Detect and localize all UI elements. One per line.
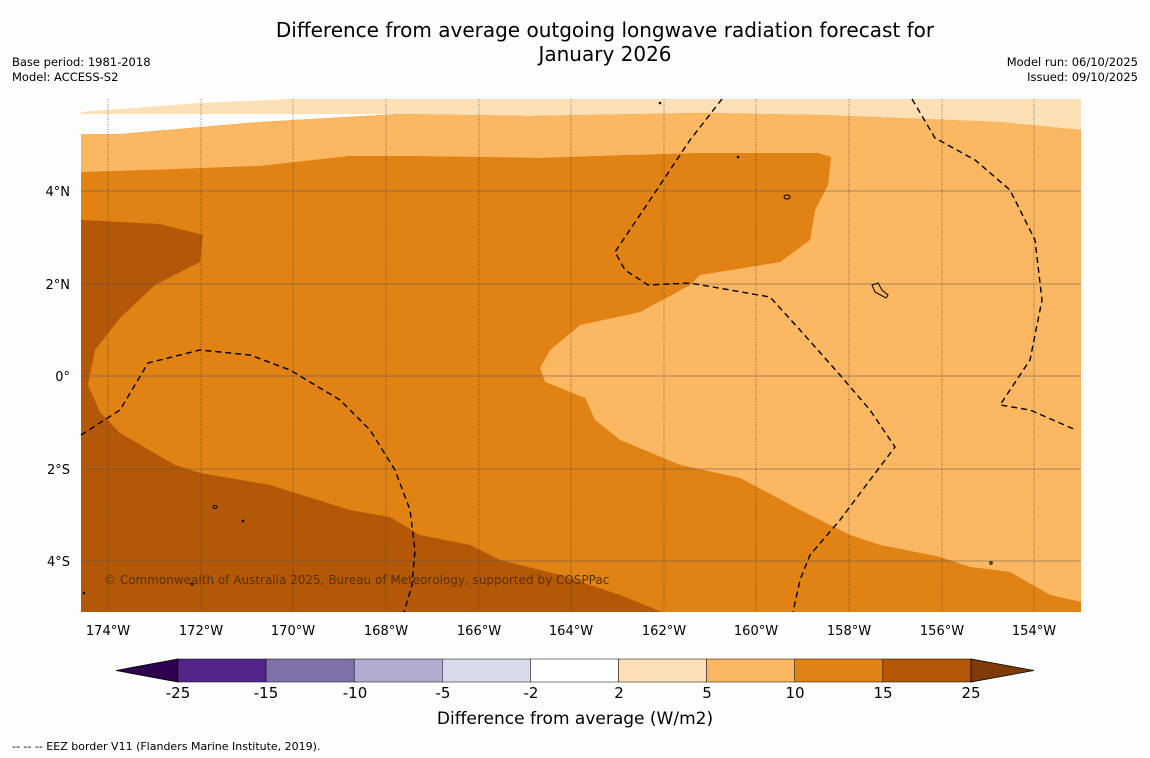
colorbar-swatch — [882, 658, 972, 683]
lat-label: 4°N — [46, 185, 71, 200]
lon-label: 166°W — [457, 624, 501, 639]
lon-label: 160°W — [734, 624, 778, 639]
colorbar-swatch — [794, 658, 884, 683]
colorbar-swatch — [530, 658, 619, 683]
band-10-15-top — [81, 153, 1081, 612]
map-title: Difference from average outgoing longwav… — [0, 18, 1150, 66]
lon-label: 162°W — [642, 624, 686, 639]
colorbar-arrow-min — [115, 658, 179, 683]
lon-labels: 174°W 172°W 170°W 168°W 166°W 164°W 162°… — [86, 624, 1056, 639]
lon-label: 158°W — [827, 624, 871, 639]
meta-left: Base period: 1981-2018 Model: ACCESS-S2 — [12, 55, 151, 85]
colorbar-label: -5 — [435, 684, 451, 702]
lat-label: 0° — [55, 370, 70, 385]
lon-label: 172°W — [179, 624, 223, 639]
colorbar-swatch — [706, 658, 795, 683]
lon-gridlines — [107, 99, 1035, 612]
lon-label: 164°W — [549, 624, 593, 639]
copyright-text: © Commonwealth of Australia 2025, Bureau… — [104, 573, 609, 587]
lon-label: 156°W — [920, 624, 964, 639]
colorbar — [115, 658, 1035, 683]
lat-label: 2°S — [47, 463, 70, 478]
lon-label: 174°W — [86, 624, 130, 639]
colorbar-swatch — [442, 658, 531, 683]
lon-label: 168°W — [364, 624, 408, 639]
band-5-10-east — [81, 113, 1081, 602]
lon-label: 154°W — [1012, 624, 1056, 639]
colorbar-arrow-max — [970, 658, 1035, 683]
model-run: Model run: 06/10/2025 — [1006, 55, 1138, 69]
lat-labels: 4°N 2°N 0° 2°S 4°S — [46, 185, 71, 570]
islands — [82, 101, 993, 595]
eez-borders — [80, 98, 1077, 613]
colorbar-label: 2 — [614, 684, 624, 702]
eez-legend-note: -- -- -- EEZ border V11 (Flanders Marine… — [12, 740, 321, 753]
band-15-25 — [81, 220, 662, 612]
meta-right: Model run: 06/10/2025 Issued: 09/10/2025 — [1007, 55, 1138, 85]
title-line-2: January 2026 — [538, 42, 672, 66]
colorbar-label: -2 — [523, 684, 539, 702]
lon-label: 170°W — [271, 624, 315, 639]
band-2-5 — [81, 99, 1081, 130]
lat-label: 2°N — [46, 278, 71, 293]
colorbar-label: 25 — [961, 684, 981, 702]
colorbar-label: -25 — [165, 684, 191, 702]
title-line-1: Difference from average outgoing longwav… — [275, 18, 935, 42]
colorbar-swatch — [177, 658, 267, 683]
colorbar-label: 15 — [873, 684, 893, 702]
colorbar-swatch — [353, 658, 443, 683]
colorbar-swatch — [618, 658, 707, 683]
colorbar-label: 5 — [702, 684, 712, 702]
anomaly-field — [81, 99, 1081, 612]
lat-label: 4°S — [47, 555, 70, 570]
colorbar-label: -10 — [342, 684, 368, 702]
colorbar-swatch — [265, 658, 355, 683]
base-period: Base period: 1981-2018 — [12, 55, 151, 69]
colorbar-title: Difference from average (W/m2) — [436, 709, 714, 729]
colorbar-label: 10 — [785, 684, 805, 702]
lat-gridlines — [81, 190, 1081, 562]
model-name: Model: ACCESS-S2 — [12, 70, 119, 84]
issued-date: Issued: 09/10/2025 — [1027, 70, 1138, 84]
colorbar-label: -15 — [253, 684, 279, 702]
